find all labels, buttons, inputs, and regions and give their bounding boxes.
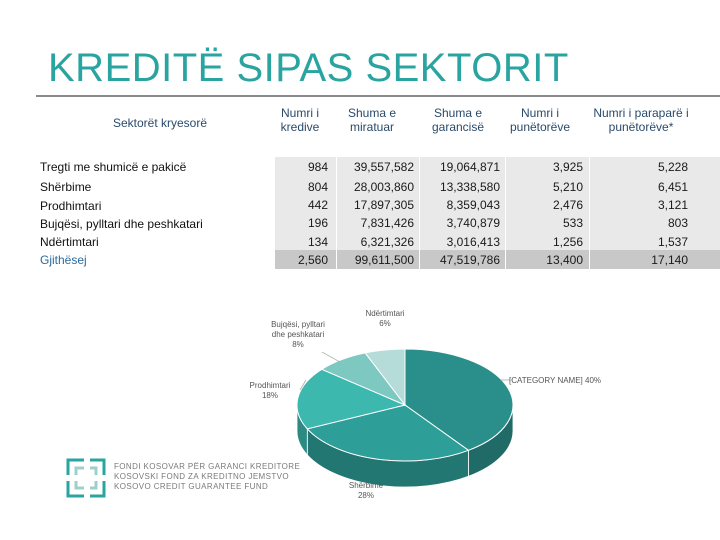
total-cell: 99,611,500 <box>354 253 414 267</box>
column-divider <box>419 157 420 269</box>
row-header: Sektorët kryesorë <box>112 116 208 130</box>
table-cell: 6,451 <box>657 180 688 194</box>
col-header-line: miratuar <box>349 120 394 134</box>
table-cell: 1,537 <box>657 235 688 249</box>
table-cell: 134 <box>307 235 328 249</box>
col-header-loan-count: Numri i kredive <box>265 106 335 134</box>
table-cell: 13,338,580 <box>439 180 500 194</box>
pie-slice-label: Shërbime 28% <box>349 481 384 500</box>
table-total-background <box>275 250 720 269</box>
leader-line <box>299 379 307 391</box>
table-cell: 19,064,871 <box>439 160 500 174</box>
col-header-line: Numri i <box>521 106 559 120</box>
pie-slice-label: Prodhimtari 18% <box>250 381 291 400</box>
table-cell: 803 <box>667 216 688 230</box>
logo-line: KOSOVO CREDIT GUARANTEE FUND <box>114 482 269 491</box>
logo-text: FONDI KOSOVAR PËR GARANCI KREDITORE KOSO… <box>114 462 300 492</box>
col-header-line: Numri i paraparë i <box>593 106 689 120</box>
table-cell: 3,740,879 <box>446 216 500 230</box>
pie-slice-label: Bujqësi, pylltari dhe peshkatari 8% <box>271 320 325 349</box>
pie-slice <box>296 368 407 430</box>
table-cell: 5,228 <box>657 160 688 174</box>
column-divider <box>589 157 590 269</box>
col-header-line: Shuma e <box>433 106 483 120</box>
table-cell: 6,321,326 <box>360 235 414 249</box>
total-cell: 17,140 <box>651 253 688 267</box>
total-label: Gjithësej <box>40 253 87 267</box>
row-label: Ndërtimtari <box>40 235 99 249</box>
pie-slice <box>404 348 514 451</box>
total-cell: 47,519,786 <box>439 253 500 267</box>
table-cell: 5,210 <box>552 180 583 194</box>
col-header-guarantee-amount: Shuma e garancisë <box>420 106 496 134</box>
table-cell: 533 <box>562 216 583 230</box>
table-cell: 3,016,413 <box>446 235 500 249</box>
row-label: Tregti me shumicë e pakicë <box>40 160 187 174</box>
table-cell: 39,557,582 <box>353 160 414 174</box>
table-cell: 3,121 <box>657 198 688 212</box>
table-cell: 8,359,043 <box>446 198 500 212</box>
col-header-line: garancisë <box>431 120 485 134</box>
pie-slice-label: Ndërtimtari 6% <box>365 309 404 328</box>
row-label: Shërbime <box>40 180 92 194</box>
leader-line <box>321 351 341 363</box>
table-cell: 28,003,860 <box>353 180 414 194</box>
table-cell: 7,831,426 <box>360 216 414 230</box>
col-header-planned-workers: Numri i paraparë i punëtorëve* <box>580 106 702 134</box>
table-cell: 3,925 <box>552 160 583 174</box>
pie-slice-label: [CATEGORY NAME] 40% <box>509 376 601 385</box>
col-header-line: punëtorëve <box>509 120 571 134</box>
pie-slice <box>364 348 406 407</box>
col-header-line: Shuma e <box>347 106 397 120</box>
page-title: KREDITË SIPAS SEKTORIT <box>48 46 569 90</box>
table-cell: 804 <box>307 180 328 194</box>
col-header-line: Numri i <box>281 106 319 120</box>
title-divider <box>36 95 720 97</box>
table-cell: 17,897,305 <box>353 198 414 212</box>
table-cell: 984 <box>307 160 328 174</box>
col-header-approved-amount: Shuma e miratuar <box>336 106 408 134</box>
table-cell: 1,256 <box>552 235 583 249</box>
total-cell: 13,400 <box>546 253 583 267</box>
table-cell: 196 <box>307 216 328 230</box>
column-divider <box>336 157 337 269</box>
logo-line: FONDI KOSOVAR PËR GARANCI KREDITORE <box>114 462 301 471</box>
total-cell: 2,560 <box>297 253 328 267</box>
row-label: Prodhimtari <box>40 199 102 213</box>
col-header-workers: Numri i punëtorëve <box>500 106 580 134</box>
column-divider <box>505 157 506 269</box>
logo-line: KOSOVSKI FOND ZA KREDITNO JEMSTVO <box>114 472 290 481</box>
table-cell: 2,476 <box>552 198 583 212</box>
pie-slice <box>306 404 470 462</box>
col-header-line: punëtorëve* <box>608 120 674 134</box>
row-label: Bujqësi, pylltari dhe peshkatari <box>40 217 203 231</box>
table-cell: 442 <box>307 198 328 212</box>
col-header-line: kredive <box>280 120 320 134</box>
